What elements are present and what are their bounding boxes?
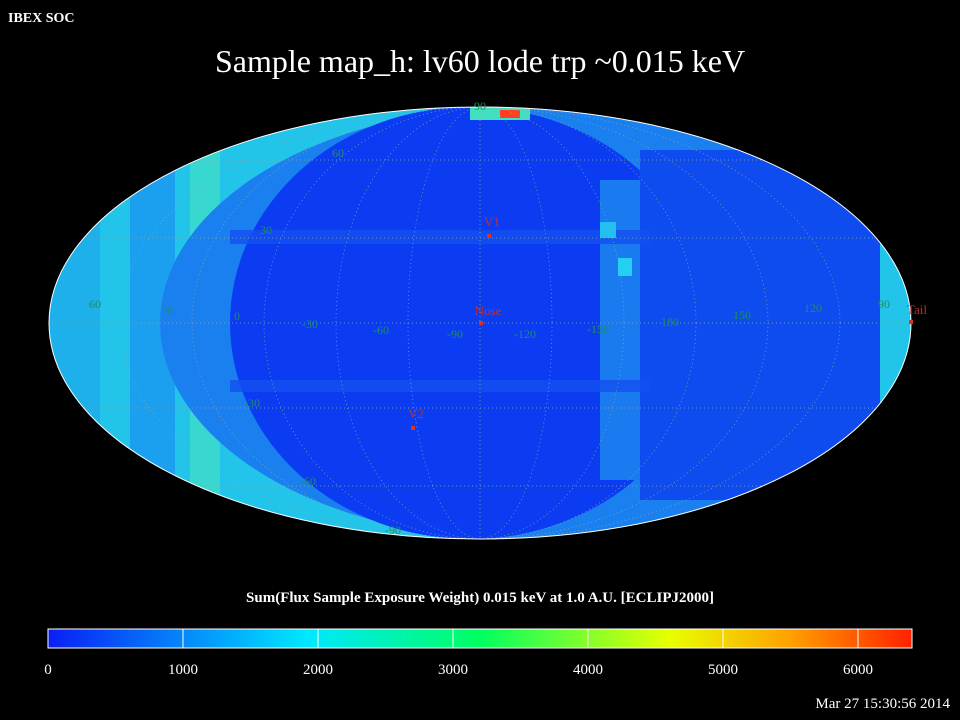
marker-label: V1 bbox=[484, 214, 500, 229]
colorbar-tick-label: 5000 bbox=[708, 662, 738, 678]
grid-label: -60 bbox=[300, 474, 316, 488]
grid-label: -90 bbox=[385, 523, 401, 537]
colorbar bbox=[47, 628, 913, 649]
marker-label: Nose bbox=[475, 303, 502, 318]
marker-label: V2 bbox=[408, 406, 424, 421]
marker-dot bbox=[487, 234, 491, 238]
colorbar-label: Sum(Flux Sample Exposure Weight) 0.015 k… bbox=[246, 590, 714, 606]
grid-label: -150 bbox=[587, 322, 609, 336]
grid-label: 120 bbox=[804, 301, 822, 315]
colorbar-tick-label: 3000 bbox=[438, 662, 468, 678]
marker-dot bbox=[909, 320, 913, 324]
grid-label: 150 bbox=[733, 308, 751, 322]
title: Sample map_h: lv60 lode trp ~0.015 keV bbox=[215, 43, 745, 79]
colorbar-tick-label: 4000 bbox=[573, 662, 603, 678]
grid-label: -60 bbox=[373, 323, 389, 337]
grid-label: 90 bbox=[878, 297, 890, 311]
marker-label: Tail bbox=[907, 302, 927, 317]
grid-label: 60 bbox=[332, 146, 344, 160]
header: IBEX SOC bbox=[8, 11, 75, 26]
marker-dot bbox=[411, 426, 415, 430]
colorbar-tick-label: 0 bbox=[44, 662, 52, 678]
grid-label: 0 bbox=[234, 309, 240, 323]
grid-label: -120 bbox=[514, 327, 536, 341]
grid-label: -30 bbox=[244, 396, 260, 410]
colorbar-tick-label: 1000 bbox=[168, 662, 198, 678]
marker-dot bbox=[479, 321, 483, 325]
footer: Mar 27 15:30:56 2014 bbox=[815, 696, 950, 712]
grid-label: 60 bbox=[89, 297, 101, 311]
grid-label: 30 bbox=[260, 223, 272, 237]
colorbar-tick-label: 2000 bbox=[303, 662, 333, 678]
grid-label: -30 bbox=[302, 317, 318, 331]
grid-label: 180 bbox=[661, 315, 679, 329]
grid-label: 30 bbox=[161, 303, 173, 317]
colorbar-tick-label: 6000 bbox=[843, 662, 873, 678]
grid-label: -90 bbox=[447, 327, 463, 341]
grid-label: 90 bbox=[474, 99, 486, 113]
